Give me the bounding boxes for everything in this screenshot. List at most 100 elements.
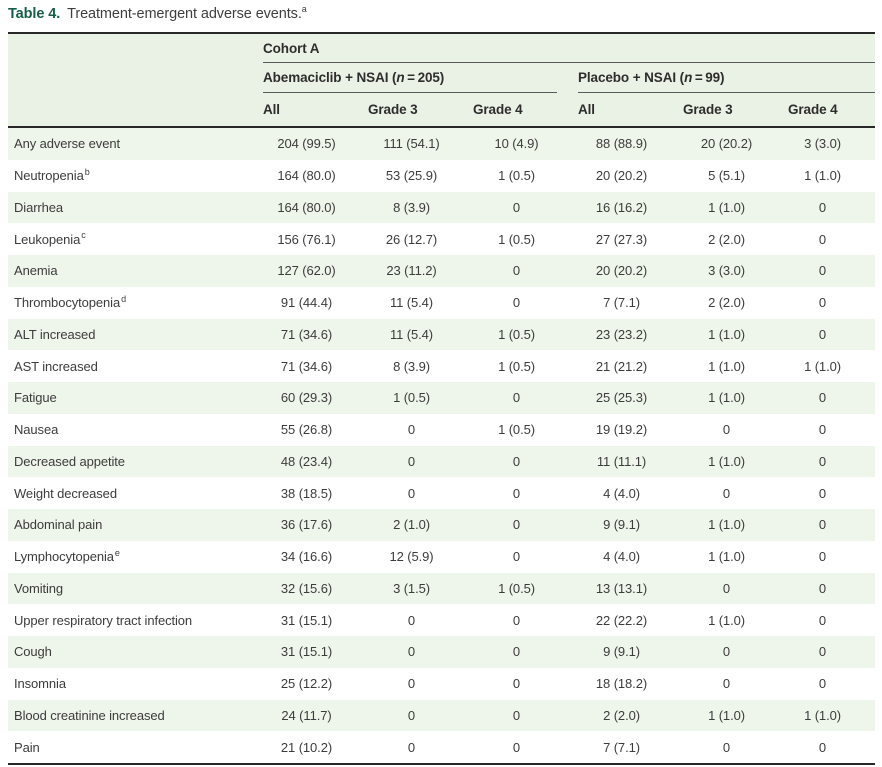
value-cell: 1 (0.5) <box>498 358 535 374</box>
value-cell: 22 (22.2) <box>595 612 648 628</box>
table-row: Nausea 55 (26.8) 0 1 (0.5) 19 (19.2) 0 0 <box>8 414 875 446</box>
adverse-events-table: Cohort A Abemaciclib + NSAI (n = 205) Pl… <box>8 32 875 765</box>
column-header-grade4-abemaciclib: Grade 4 <box>473 93 578 128</box>
adverse-event-name: ALT increased <box>14 326 96 342</box>
value-cell: 12 (5.9) <box>389 549 434 565</box>
value-cell: 0 <box>512 676 521 692</box>
adverse-event-name: Thrombocytopeniad <box>14 293 126 311</box>
value-cell: 7 (7.1) <box>603 295 640 311</box>
value-cell: 21 (21.2) <box>595 358 648 374</box>
value-cell: 13 (13.1) <box>595 580 648 596</box>
value-cell: 0 <box>788 731 875 765</box>
table-row: Abdominal pain 36 (17.6) 2 (1.0) 0 9 (9.1) 1 … <box>8 509 875 541</box>
n-italic: n <box>396 70 405 85</box>
table-row: Thrombocytopeniad 91 (44.4) 11 (5.4) 0 7 (7.… <box>8 287 875 319</box>
value-cell: 8 (3.9) <box>393 199 430 215</box>
group-header-placebo: Placebo + NSAI (n = 99) <box>578 62 875 93</box>
value-cell: 1 (0.5) <box>498 580 535 596</box>
adverse-event-name: Weight decreased <box>14 485 117 501</box>
empty-header-cell <box>8 62 263 93</box>
value-cell: 4 (4.0) <box>603 549 640 565</box>
value-cell: 1 (1.0) <box>708 326 745 342</box>
value-cell: 26 (12.7) <box>385 231 438 247</box>
group-header-row: Abemaciclib + NSAI (n = 205) Placebo + N… <box>8 62 875 93</box>
column-header-grade3-placebo: Grade 3 <box>683 93 788 128</box>
value-cell: 0 <box>512 199 521 215</box>
value-cell: 20 (20.2) <box>595 168 648 184</box>
cohort-label: Cohort A <box>263 40 320 56</box>
footnote-marker: d <box>121 293 126 304</box>
value-cell: 88 (88.9) <box>595 136 648 152</box>
value-cell: 0 <box>818 676 827 692</box>
group-label-placebo: Placebo + NSAI (n = 99) <box>578 70 875 93</box>
table-row: Anemia 127 (62.0) 23 (11.2) 0 20 (20.2) 3 (3.… <box>8 255 875 287</box>
value-cell: 127 (62.0) <box>277 263 336 279</box>
value-cell: 71 (34.6) <box>280 358 333 374</box>
value-cell: 60 (29.3) <box>280 390 333 406</box>
value-cell: 11 (11.1) <box>596 453 647 469</box>
adverse-event-name: Cough <box>14 644 52 660</box>
value-cell: 0 <box>818 644 827 660</box>
value-cell: 2 (2.0) <box>603 707 640 723</box>
value-cell: 16 (16.2) <box>595 199 648 215</box>
value-cell: 38 (18.5) <box>280 485 333 501</box>
table-header: Cohort A Abemaciclib + NSAI (n = 205) Pl… <box>8 33 875 128</box>
value-cell: 0 <box>368 731 473 765</box>
table-row: Insomnia 25 (12.2) 0 0 18 (18.2) 0 0 <box>8 668 875 700</box>
value-cell: 25 (12.2) <box>280 676 333 692</box>
adverse-event-name: Insomnia <box>14 676 66 692</box>
adverse-event-name: Abdominal pain <box>14 517 103 533</box>
empty-header-cell <box>8 33 263 63</box>
value-cell: 0 <box>818 326 827 342</box>
value-cell: 1 (1.0) <box>804 358 841 374</box>
value-cell: 4 (4.0) <box>603 485 640 501</box>
table-row: Any adverse event 204 (99.5) 111 (54.1) 10 … <box>8 127 875 160</box>
table-row: Leukopeniac 156 (76.1) 26 (12.7) 1 (0.5) 27 … <box>8 223 875 255</box>
value-cell: 10 (4.9) <box>494 136 539 152</box>
cohort-header-row: Cohort A <box>8 33 875 63</box>
footnote-marker: e <box>114 547 120 558</box>
table-row: Diarrhea 164 (80.0) 8 (3.9) 0 16 (16.2) 1 (1.… <box>8 191 875 224</box>
table-number: Table 4. <box>8 6 61 22</box>
value-cell: 0 <box>818 580 827 596</box>
value-cell: 0 <box>512 612 521 628</box>
value-cell: 21 (10.2) <box>263 731 368 765</box>
value-cell: 0 <box>473 731 578 765</box>
table-body: Any adverse event 204 (99.5) 111 (54.1) 10 … <box>8 127 875 765</box>
adverse-event-name: Any adverse event <box>14 136 120 152</box>
column-header-row: All Grade 3 Grade 4 All Grade 3 Grade 4 <box>8 93 875 128</box>
value-cell: 32 (15.6) <box>280 580 333 596</box>
value-cell: 0 <box>722 676 731 692</box>
value-cell: 0 <box>407 453 416 469</box>
footnote-marker: c <box>81 230 86 241</box>
value-cell: 2 (1.0) <box>393 517 430 533</box>
adverse-event-name: Vomiting <box>14 580 64 596</box>
value-cell: 7 (7.1) <box>578 731 683 765</box>
value-cell: 0 <box>818 422 827 438</box>
value-cell: 156 (76.1) <box>277 231 336 247</box>
table-row: Blood creatinine increased 24 (11.7) 0 0 2 (… <box>8 699 875 732</box>
value-cell: 2 (2.0) <box>708 295 745 311</box>
value-cell: 1 (0.5) <box>498 326 535 342</box>
adverse-event-name: Lymphocytopeniae <box>14 547 120 565</box>
adverse-event-name: Nausea <box>14 422 59 438</box>
value-cell: 0 <box>512 517 521 533</box>
adverse-event-name: Diarrhea <box>14 199 64 215</box>
value-cell: 0 <box>818 453 827 469</box>
value-cell: 0 <box>722 422 731 438</box>
table-row: AST increased 71 (34.6) 8 (3.9) 1 (0.5) 21 (… <box>8 350 875 382</box>
value-cell: 3 (3.0) <box>708 263 745 279</box>
group-header-abemaciclib: Abemaciclib + NSAI (n = 205) <box>263 62 578 93</box>
value-cell: 8 (3.9) <box>393 358 430 374</box>
value-cell: 1 (0.5) <box>498 231 535 247</box>
value-cell: 23 (11.2) <box>386 263 437 279</box>
value-cell: 20 (20.2) <box>595 263 648 279</box>
value-cell: 0 <box>512 453 521 469</box>
adverse-event-name: Decreased appetite <box>14 453 125 469</box>
value-cell: 0 <box>512 644 521 660</box>
value-cell: 19 (19.2) <box>595 422 648 438</box>
value-cell: 1 (1.0) <box>708 390 745 406</box>
adverse-event-name: Leukopeniac <box>14 230 86 247</box>
table-row: Pain 21 (10.2) 0 0 7 (7.1) 0 0 <box>8 731 875 765</box>
value-cell: 0 <box>818 517 827 533</box>
